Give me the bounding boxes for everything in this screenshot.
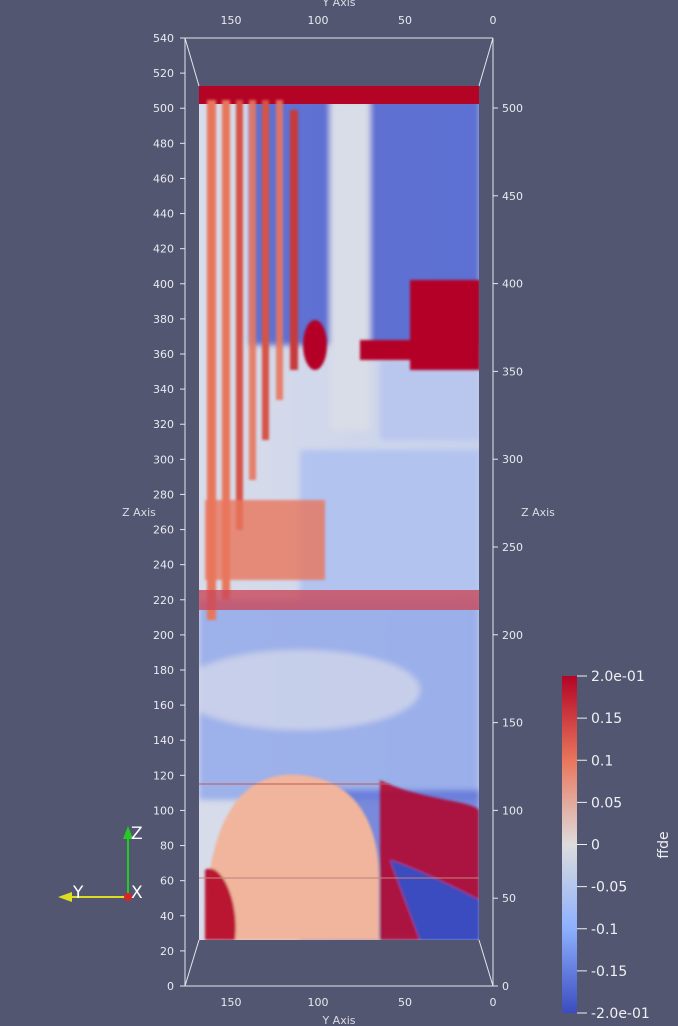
z-axis-arrow-icon — [123, 826, 133, 839]
left-axis-tick: 160 — [153, 699, 174, 712]
left-axis-tick: 480 — [153, 137, 174, 150]
right-axis-tick: 100 — [502, 804, 523, 817]
left-axis-tick: 280 — [153, 488, 174, 501]
left-axis-tick: 400 — [153, 278, 174, 291]
colorbar-ticks: 2.0e-01 0.15 0.1 0.05 0 -0.05 -0.1 -0.15 -2.0e-0… — [577, 669, 650, 1022]
colorbar-tick-label: -0.05 — [591, 880, 627, 896]
colorbar-title: ffde — [656, 831, 672, 858]
right-axis-tick: 500 — [502, 102, 523, 115]
colorbar-tick-label: -0.15 — [591, 964, 627, 980]
right-axis-tick: 150 — [502, 717, 523, 730]
left-axis-tick: 0 — [167, 980, 174, 993]
left-axis-tick: 40 — [160, 910, 174, 923]
left-axis-tick: 20 — [160, 945, 174, 958]
x-axis-dot-icon — [124, 893, 132, 901]
colorbar-tick-label: 0.05 — [591, 795, 622, 811]
right-axis-tick: 0 — [502, 980, 509, 993]
top-axis-title: Y Axis — [321, 0, 355, 9]
left-axis-tick: 360 — [153, 348, 174, 361]
right-axis-tick: 350 — [502, 365, 523, 378]
colorbar-tick-label: 2.0e-01 — [591, 669, 645, 685]
top-axis: Y Axis 150 100 50 0 — [221, 0, 497, 27]
right-axis-tick: 200 — [502, 629, 523, 642]
left-axis-tick: 120 — [153, 769, 174, 782]
left-axis-tick: 100 — [153, 804, 174, 817]
left-axis-tick: 540 — [153, 32, 174, 45]
bottom-axis-title: Y Axis — [321, 1014, 355, 1026]
bottom-axis: 150 100 50 0 Y Axis — [221, 996, 497, 1026]
colorbar-tick-label: -2.0e-01 — [591, 1006, 650, 1022]
top-axis-tick: 0 — [490, 14, 497, 27]
left-axis-tick: 520 — [153, 67, 174, 80]
left-axis-tick: 340 — [153, 383, 174, 396]
left-axis-tick: 440 — [153, 208, 174, 221]
left-axis-tick: 300 — [153, 453, 174, 466]
scalar-field-slice[interactable] — [180, 86, 480, 940]
left-axis-tick: 240 — [153, 559, 174, 572]
left-axis-tick: 460 — [153, 172, 174, 185]
left-axis-tick: 320 — [153, 418, 174, 431]
left-axis: 5405205004804604404204003803603403203002… — [153, 32, 185, 993]
x-axis-label: X — [131, 883, 143, 903]
orientation-axes[interactable]: Z Y X — [58, 824, 143, 903]
right-axis-tick: 300 — [502, 453, 523, 466]
left-axis-tick: 140 — [153, 734, 174, 747]
right-axis-tick: 400 — [502, 278, 523, 291]
colorbar[interactable]: 2.0e-01 0.15 0.1 0.05 0 -0.05 -0.1 -0.15 -2.0e-0… — [562, 669, 672, 1022]
left-axis-tick: 420 — [153, 243, 174, 256]
left-axis-tick: 200 — [153, 629, 174, 642]
bottom-axis-tick: 100 — [308, 996, 329, 1009]
left-axis-tick: 180 — [153, 664, 174, 677]
left-axis-tick: 500 — [153, 102, 174, 115]
colorbar-gradient — [562, 676, 577, 1013]
left-axis-title: Z Axis — [122, 506, 156, 519]
z-axis-label: Z — [131, 824, 143, 844]
y-axis-label: Y — [72, 883, 84, 903]
left-axis-tick: 220 — [153, 594, 174, 607]
colorbar-tick-label: 0.1 — [591, 753, 613, 769]
left-axis-tick: 260 — [153, 524, 174, 537]
bottom-axis-tick: 50 — [398, 996, 412, 1009]
y-axis-arrow-icon — [58, 892, 72, 902]
right-axis-tick: 450 — [502, 190, 523, 203]
right-axis-tick: 250 — [502, 541, 523, 554]
top-axis-tick: 50 — [398, 14, 412, 27]
bottom-axis-tick: 150 — [221, 996, 242, 1009]
right-axis-title: Z Axis — [521, 506, 555, 519]
left-axis-tick: 80 — [160, 840, 174, 853]
right-axis-tick: 50 — [502, 892, 516, 905]
bottom-axis-tick: 0 — [490, 996, 497, 1009]
colorbar-tick-label: 0.15 — [591, 711, 622, 727]
top-axis-tick: 100 — [308, 14, 329, 27]
colorbar-tick-label: -0.1 — [591, 922, 618, 938]
colorbar-tick-label: 0 — [591, 838, 600, 854]
left-axis-tick: 60 — [160, 875, 174, 888]
left-axis-tick: 380 — [153, 313, 174, 326]
top-axis-tick: 150 — [221, 14, 242, 27]
